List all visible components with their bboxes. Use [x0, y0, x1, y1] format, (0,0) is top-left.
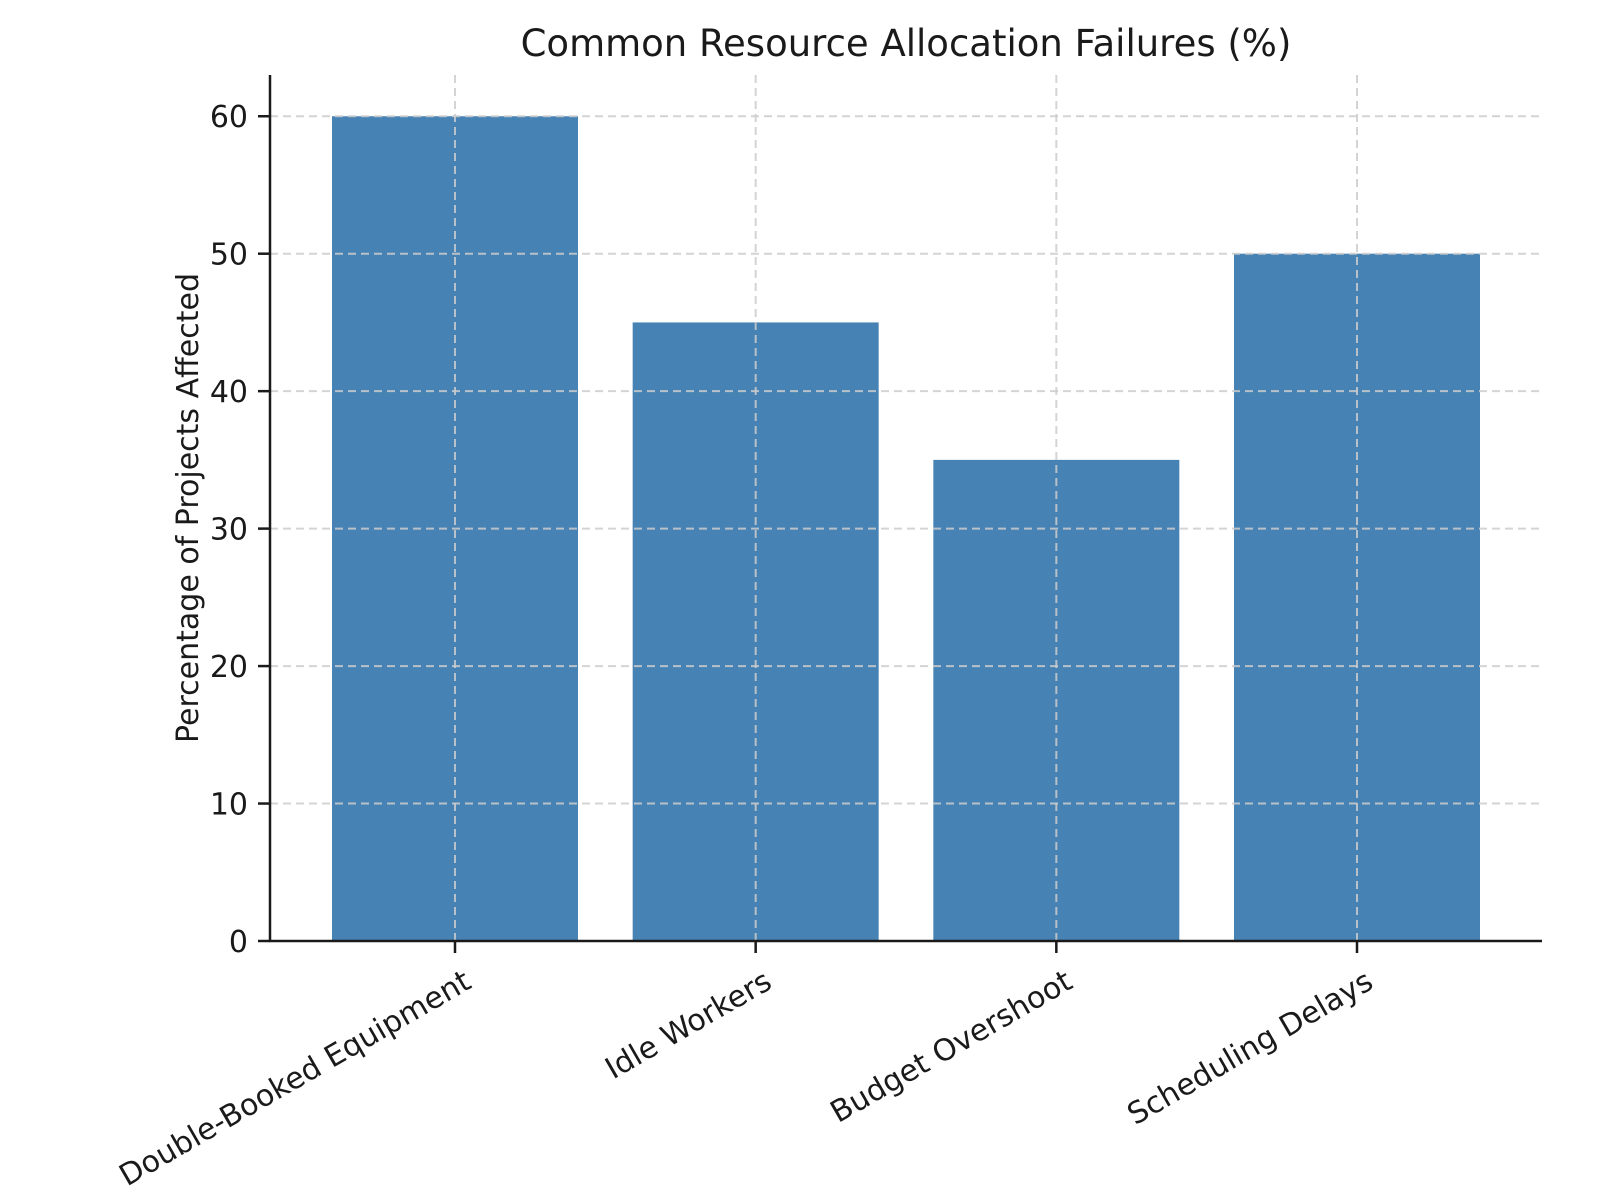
x-tick-label: Idle Workers — [599, 964, 777, 1087]
y-tick-label: 30 — [210, 513, 248, 548]
chart-title: Common Resource Allocation Failures (%) — [521, 22, 1292, 65]
y-tick-label: 60 — [210, 100, 248, 135]
y-tick-label: 10 — [210, 788, 248, 823]
y-tick-label: 20 — [210, 650, 248, 685]
x-tick-label: Budget Overshoot — [825, 964, 1079, 1131]
bar — [632, 322, 879, 941]
grid-layer — [270, 75, 1542, 941]
y-axis-label: Percentage of Projects Affected — [171, 273, 206, 743]
x-tick-label: Scheduling Delays — [1122, 964, 1379, 1133]
y-tick-label: 50 — [210, 238, 248, 273]
x-tick-label: Double-Booked Equipment — [113, 964, 477, 1194]
y-tick-label: 0 — [229, 925, 248, 960]
y-tick-label: 40 — [210, 375, 248, 410]
